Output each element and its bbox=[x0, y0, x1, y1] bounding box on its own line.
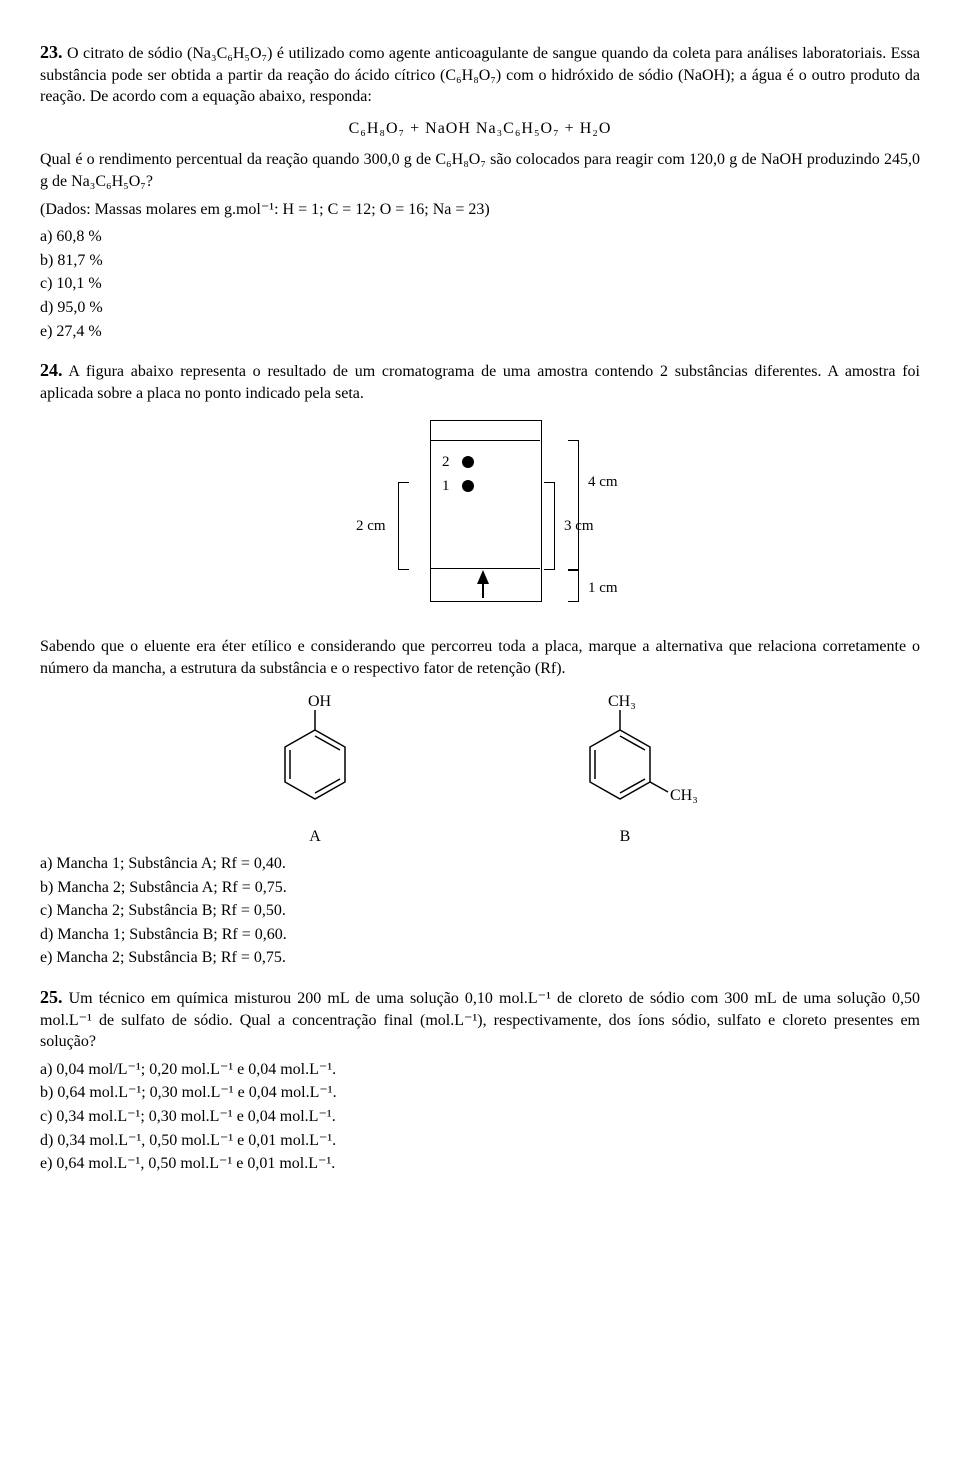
bracket-left bbox=[398, 482, 409, 570]
q25-opt-a: a) 0,04 mol/L⁻¹; 0,20 mol.L⁻¹ e 0,04 mol… bbox=[40, 1059, 920, 1081]
q24-opt-b: b) Mancha 2; Substância A; Rf = 0,75. bbox=[40, 877, 920, 899]
solvent-front-line bbox=[430, 440, 540, 441]
q23-equation: C₆H₈O₇ + NaOH Na₃C₆H₅O₇ + H₂O bbox=[40, 118, 920, 140]
dim-bottom-label: 1 cm bbox=[588, 578, 618, 598]
q23-opt-c: c) 10,1 % bbox=[40, 273, 920, 295]
q23-dados: (Dados: Massas molares em g.mol⁻¹: H = 1… bbox=[40, 199, 920, 221]
q24-opt-a: a) Mancha 1; Substância A; Rf = 0,40. bbox=[40, 853, 920, 875]
q23-options: a) 60,8 % b) 81,7 % c) 10,1 % d) 95,0 % … bbox=[40, 226, 920, 342]
q25-opt-d: d) 0,34 mol.L⁻¹, 0,50 mol.L⁻¹ e 0,01 mol… bbox=[40, 1130, 920, 1152]
q25-opt-c: c) 0,34 mol.L⁻¹; 0,30 mol.L⁻¹ e 0,04 mol… bbox=[40, 1106, 920, 1128]
q25-para1: Um técnico em química misturou 200 mL de… bbox=[40, 990, 920, 1050]
molecules-row: OH A CH₃ CH₃ B bbox=[40, 692, 920, 848]
q24-number: 24. bbox=[40, 360, 63, 380]
mol-b-ch3-top: CH₃ bbox=[608, 693, 636, 710]
q24-para2: Sabendo que o eluente era éter etílico e… bbox=[40, 636, 920, 679]
q24-opt-e: e) Mancha 2; Substância B; Rf = 0,75. bbox=[40, 947, 920, 969]
origin-arrow-icon bbox=[477, 570, 489, 584]
q24-options: a) Mancha 1; Substância A; Rf = 0,40. b)… bbox=[40, 853, 920, 969]
q25-options: a) 0,04 mol/L⁻¹; 0,20 mol.L⁻¹ e 0,04 mol… bbox=[40, 1059, 920, 1175]
spot-2-label: 2 bbox=[442, 452, 450, 472]
q23-number: 23. bbox=[40, 42, 63, 62]
molecule-b: CH₃ CH₃ B bbox=[550, 692, 700, 848]
q24-opt-d: d) Mancha 1; Substância B; Rf = 0,60. bbox=[40, 924, 920, 946]
mol-b-label: B bbox=[550, 826, 700, 848]
q23-opt-a: a) 60,8 % bbox=[40, 226, 920, 248]
q23-opt-b: b) 81,7 % bbox=[40, 250, 920, 272]
q24-para1: A figura abaixo representa o resultado d… bbox=[40, 363, 920, 402]
q23-para1: O citrato de sódio (Na₃C₆H₅O₇) é utiliza… bbox=[40, 45, 920, 105]
bracket-right-low bbox=[544, 482, 555, 570]
q25-text: 25. Um técnico em química misturou 200 m… bbox=[40, 985, 920, 1053]
q23-opt-e: e) 27,4 % bbox=[40, 321, 920, 343]
spot-1-label: 1 bbox=[442, 476, 450, 496]
origin-line bbox=[430, 568, 540, 569]
q25-opt-b: b) 0,64 mol.L⁻¹; 0,30 mol.L⁻¹ e 0,04 mol… bbox=[40, 1082, 920, 1104]
q25-opt-e: e) 0,64 mol.L⁻¹, 0,50 mol.L⁻¹ e 0,01 mol… bbox=[40, 1153, 920, 1175]
dim-left-label: 2 cm bbox=[356, 516, 386, 536]
mol-a-oh-label: OH bbox=[308, 693, 332, 710]
chromatogram-figure: 2 1 2 cm 3 cm 4 cm 1 cm bbox=[40, 420, 920, 620]
mol-b-ch3-side: CH₃ bbox=[670, 787, 698, 804]
bracket-right-up bbox=[568, 440, 579, 570]
bracket-bottom bbox=[568, 570, 579, 602]
q23-text: 23. O citrato de sódio (Na₃C₆H₅O₇) é uti… bbox=[40, 40, 920, 108]
mol-a-label: A bbox=[260, 826, 370, 848]
molecule-a: OH A bbox=[260, 692, 370, 848]
q23-para2: Qual é o rendimento percentual da reação… bbox=[40, 149, 920, 192]
dim-right-up-label: 4 cm bbox=[588, 472, 618, 492]
q25-number: 25. bbox=[40, 987, 63, 1007]
q24-text: 24. A figura abaixo representa o resulta… bbox=[40, 358, 920, 404]
q24-opt-c: c) Mancha 2; Substância B; Rf = 0,50. bbox=[40, 900, 920, 922]
q23-opt-d: d) 95,0 % bbox=[40, 297, 920, 319]
